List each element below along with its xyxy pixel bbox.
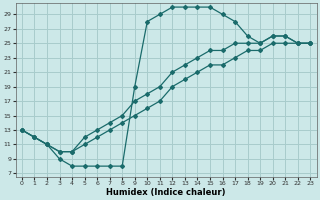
X-axis label: Humidex (Indice chaleur): Humidex (Indice chaleur) [106, 188, 226, 197]
